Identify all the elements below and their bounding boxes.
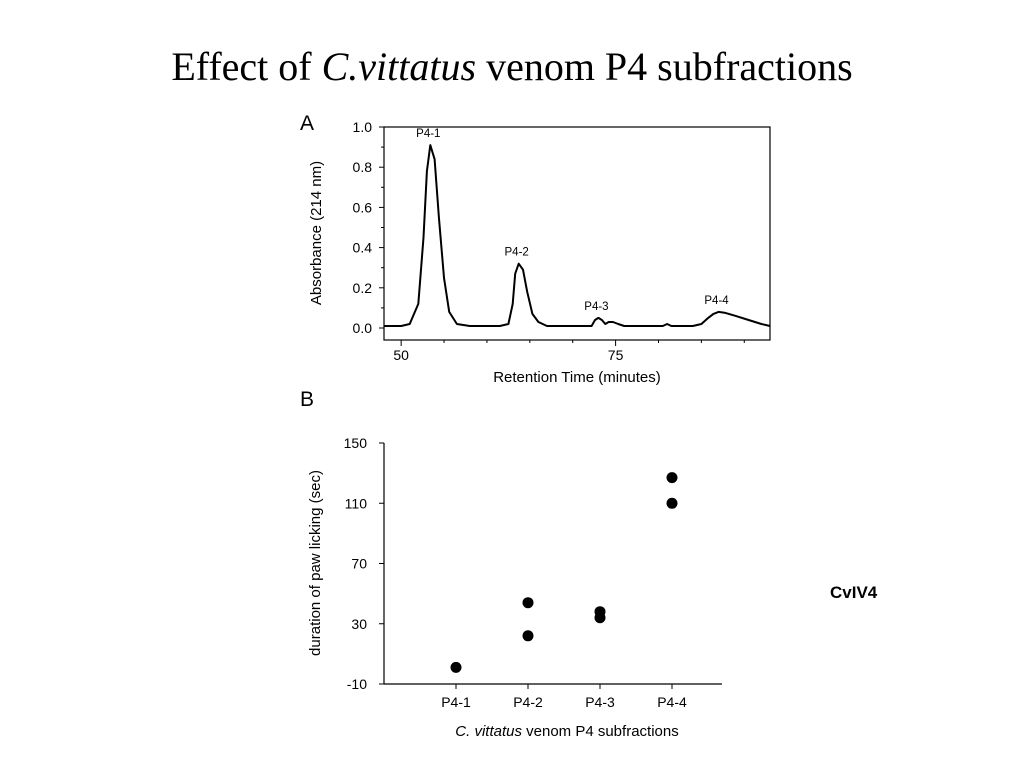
data-point xyxy=(594,612,606,624)
paw-licking-panel: B -10 30 70 110 150 P4-1 P4-2 P4-3 P4-4 C. vitt… xyxy=(300,388,722,740)
data-point xyxy=(450,661,462,673)
data-point xyxy=(666,497,678,509)
chromatogram-y-tick-label: 0.0 xyxy=(353,320,373,336)
chromatogram-panel: A 0.00.20.40.60.81.0 50 75 P4-1P4-2P4-3P4… xyxy=(300,112,771,386)
scatter-x-tick-label: P4-2 xyxy=(513,694,543,710)
scatter-y-tick-label: 150 xyxy=(344,435,368,451)
scatter-y-axis-label: duration of paw licking (sec) xyxy=(307,470,324,656)
panel-b-letter: B xyxy=(300,388,314,411)
scatter-x-tick-label: P4-3 xyxy=(585,694,615,710)
chromatogram-y-axis-label: Absorbance (214 nm) xyxy=(308,161,325,305)
toxin-label: CvIV4 xyxy=(830,583,878,602)
data-point xyxy=(666,472,678,484)
chromatogram-x-tick-label: 75 xyxy=(608,347,624,363)
scatter-y-tick-label: -10 xyxy=(347,676,367,692)
slide-title: Effect of C.vittatus venom P4 subfractio… xyxy=(0,40,1024,94)
scatter-x-ticks: P4-1 P4-2 P4-3 P4-4 xyxy=(441,684,687,710)
scatter-y-tick-label: 70 xyxy=(351,556,367,572)
chromatogram-x-ticks: 50 75 xyxy=(393,340,745,363)
chromatogram-frame xyxy=(383,126,771,341)
peak-label: P4-4 xyxy=(704,295,729,307)
chromatogram-y-tick-label: 0.4 xyxy=(353,240,373,256)
chromatogram-y-tick-label: 0.6 xyxy=(353,199,373,215)
peak-label: P4-3 xyxy=(584,301,608,313)
x-label-rest: venom P4 subfractions xyxy=(522,723,679,740)
peak-labels: P4-1 P4-2 P4-3 P4-4 xyxy=(416,128,729,313)
x-label-species: C. vittatus xyxy=(455,723,522,740)
scatter-x-axis-label: C. vittatus venom P4 subfractions xyxy=(455,723,678,740)
panel-a-letter: A xyxy=(300,112,314,135)
scatter-y-ticks: -10 30 70 110 150 xyxy=(344,435,384,692)
title-species: C.vittatus xyxy=(321,44,477,89)
scatter-points xyxy=(450,472,678,673)
data-point xyxy=(522,597,534,609)
data-point xyxy=(522,630,534,642)
title-prefix: Effect of xyxy=(171,44,322,89)
absorbance-trace xyxy=(384,144,771,327)
chromatogram-y-ticks: 0.0 0.2 0.4 0.6 0.8 1.0 xyxy=(353,119,384,336)
chromatogram-y-tick-label: 0.2 xyxy=(353,280,373,296)
chromatogram-y-tick-label: 0.8 xyxy=(353,159,373,175)
scatter-x-tick-label: P4-1 xyxy=(441,694,471,710)
scatter-y-tick-label: 30 xyxy=(351,616,367,632)
peak-label: P4-1 xyxy=(416,128,440,140)
title-suffix: venom P4 subfractions xyxy=(476,44,853,89)
chromatogram-y-tick-label: 1.0 xyxy=(353,119,373,135)
chromatogram-x-axis-label: Retention Time (minutes) xyxy=(493,369,661,386)
scatter-x-tick-label: P4-4 xyxy=(657,694,687,710)
scatter-y-tick-label: 110 xyxy=(345,495,368,511)
chromatogram-x-tick-label: 50 xyxy=(393,347,409,363)
peak-label: P4-2 xyxy=(505,247,529,259)
